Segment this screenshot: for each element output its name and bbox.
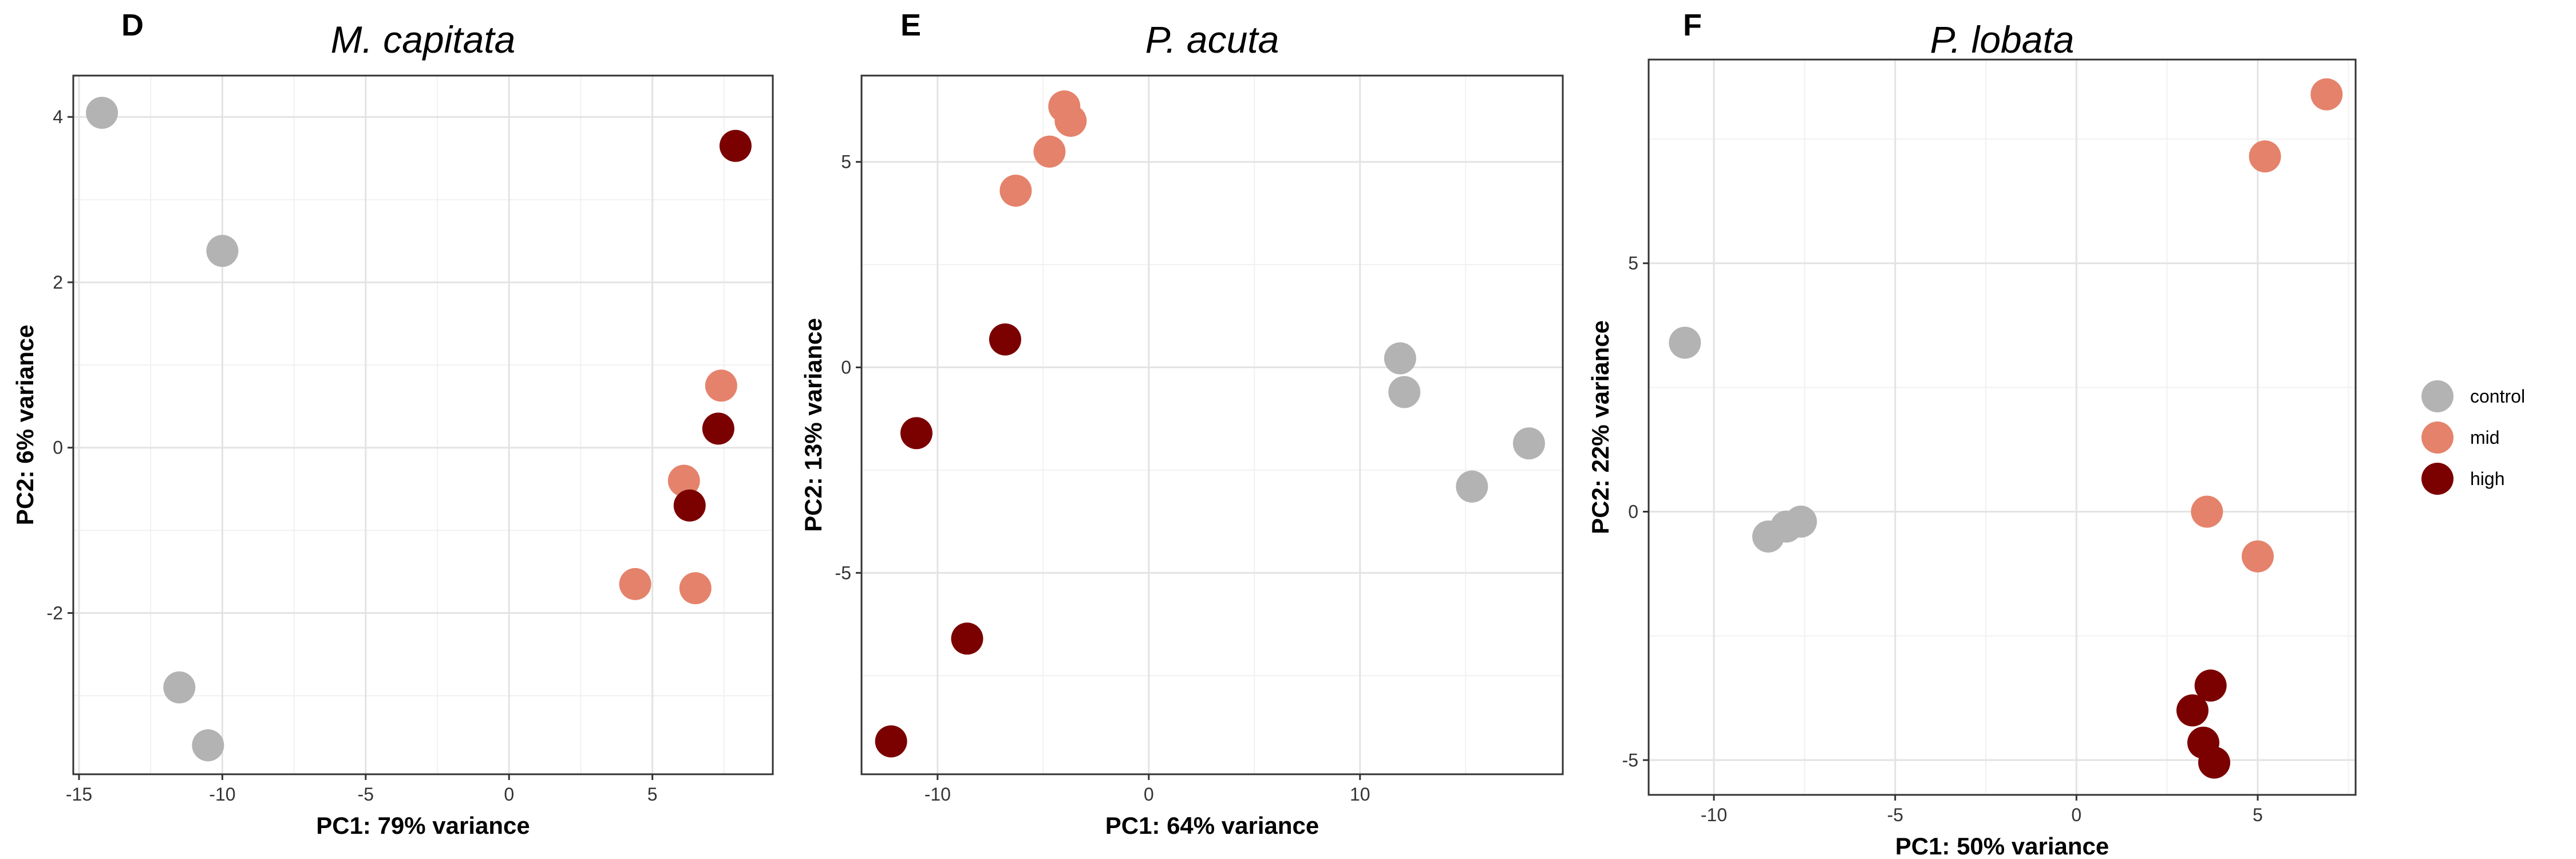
plot-border (860, 74, 1564, 775)
point-mid (999, 174, 1032, 207)
legend-swatch-high (2421, 463, 2453, 495)
y-axis-title: PC2: 13% variance (800, 318, 827, 532)
y-tick-label: -5 (835, 562, 851, 583)
point-mid (619, 568, 651, 600)
y-tick-label: 5 (841, 152, 851, 172)
x-tick-label: 0 (2071, 805, 2081, 825)
legend-label-control: control (2470, 386, 2525, 407)
point-mid (2242, 540, 2274, 573)
point-mid (1033, 135, 1066, 168)
point-control (1456, 470, 1488, 503)
point-high (2176, 694, 2208, 727)
plot-border (1647, 58, 2357, 796)
point-control (1384, 342, 1416, 375)
panel-title: P. lobata (1930, 18, 2074, 61)
point-mid (2249, 140, 2281, 173)
point-control (1388, 376, 1421, 408)
panel-f: -10 -5 0 5 -5 0 5 PC1: 50% variance PC2: 22% var… (1587, 8, 2357, 859)
x-tick-label: 5 (647, 784, 658, 805)
point-control (1752, 520, 1784, 553)
x-tick-label: -15 (66, 784, 92, 805)
y-tick-label: 0 (53, 438, 63, 458)
point-high (2194, 669, 2227, 702)
x-tick-label: 0 (504, 784, 514, 805)
x-axis-title: PC1: 79% variance (316, 812, 530, 839)
y-tick-label: -2 (47, 602, 63, 623)
panel-e: -10 0 10 -5 0 5 PC1: 64% variance PC2: 13% vari… (800, 8, 1564, 839)
x-tick-label: -5 (1887, 805, 1903, 825)
y-tick-label: 5 (1628, 253, 1638, 274)
point-mid (705, 369, 737, 402)
point-control (206, 235, 239, 267)
y-tick-label: 0 (1628, 501, 1638, 522)
panel-letter: D (121, 8, 144, 42)
y-tick-label: 2 (53, 272, 63, 293)
legend: control mid high (2421, 380, 2525, 495)
panel-letter: F (1683, 8, 1702, 42)
point-mid (1054, 104, 1087, 137)
point-control (163, 671, 196, 704)
point-high (702, 412, 734, 445)
x-tick-label: -10 (1701, 805, 1727, 825)
x-axis-title: PC1: 64% variance (1105, 812, 1319, 839)
y-tick-label: 4 (53, 107, 63, 127)
point-high (2198, 746, 2230, 779)
point-mid (679, 572, 712, 605)
legend-swatch-control (2421, 380, 2453, 412)
x-tick-label: -10 (209, 784, 235, 805)
x-tick-label: -5 (358, 784, 374, 805)
point-control (1512, 427, 1545, 460)
point-control (192, 729, 224, 762)
legend-swatch-mid (2421, 421, 2453, 454)
y-axis-title: PC2: 6% variance (11, 325, 38, 525)
panel-d: -15 -10 -5 0 5 -2 0 2 4 PC1: 79% variance PC2: 6% … (11, 8, 774, 839)
point-mid (2191, 495, 2223, 528)
point-high (900, 417, 933, 450)
panel-letter: E (900, 8, 921, 42)
point-high (989, 323, 1021, 356)
point-control (1669, 326, 1701, 359)
point-high (951, 622, 983, 655)
panel-title: M. capitata (331, 18, 516, 61)
x-tick-label: 5 (2253, 805, 2263, 825)
x-axis-title: PC1: 50% variance (1895, 833, 2109, 859)
point-high (719, 129, 752, 162)
panel-title: P. acuta (1145, 18, 1279, 61)
point-high (875, 725, 907, 758)
y-tick-label: 0 (841, 357, 851, 378)
point-high (673, 489, 706, 522)
plot-border (72, 74, 774, 775)
point-control (86, 96, 118, 129)
point-mid (667, 464, 700, 497)
legend-label-high: high (2470, 468, 2505, 489)
point-mid (2310, 78, 2343, 111)
x-tick-label: -10 (924, 784, 951, 805)
x-tick-label: 0 (1144, 784, 1154, 805)
y-tick-label: -5 (1622, 750, 1638, 770)
y-axis-title: PC2: 22% variance (1587, 320, 1614, 534)
x-tick-label: 10 (1350, 784, 1370, 805)
legend-label-mid: mid (2470, 427, 2500, 448)
